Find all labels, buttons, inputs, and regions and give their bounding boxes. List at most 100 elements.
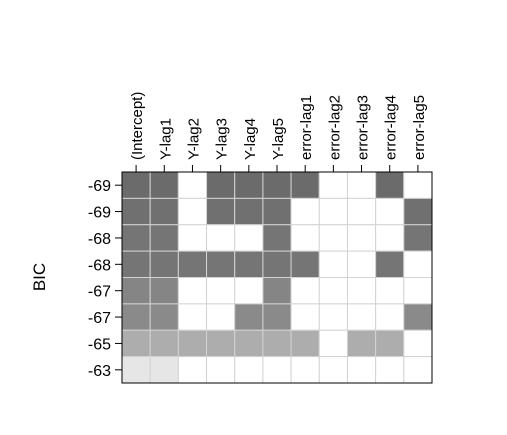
heatmap-cell bbox=[149, 356, 179, 384]
heatmap-cell bbox=[262, 224, 292, 252]
heatmap-cell bbox=[346, 329, 377, 358]
heatmap-cell bbox=[375, 329, 405, 358]
x-tick-label: Y-lag5 bbox=[270, 118, 287, 160]
heatmap-cell bbox=[346, 224, 377, 252]
heatmap-cell bbox=[346, 171, 377, 199]
heatmap-cell bbox=[290, 303, 320, 331]
heatmap-cell bbox=[346, 277, 377, 305]
y-tick-label: -69 bbox=[88, 178, 111, 195]
heatmap-cell bbox=[121, 224, 151, 252]
heatmap-cell bbox=[290, 171, 320, 199]
heatmap-cell bbox=[403, 197, 433, 226]
heatmap-cell bbox=[375, 277, 405, 305]
heatmap-cell bbox=[290, 329, 320, 358]
x-tick-label: (Intercept) bbox=[129, 92, 146, 160]
heatmap-cell bbox=[149, 224, 179, 252]
heatmap-cell bbox=[403, 329, 433, 358]
x-tick-label: error-lag1 bbox=[298, 95, 315, 160]
heatmap-cell bbox=[262, 329, 292, 358]
heatmap-cell bbox=[375, 356, 405, 384]
plot-frame bbox=[121, 171, 433, 384]
x-tick-label: error-lag2 bbox=[326, 95, 343, 160]
heatmap-cell bbox=[149, 171, 179, 199]
heatmap-cell bbox=[121, 171, 151, 199]
heatmap-cell bbox=[121, 197, 151, 226]
heatmap-cell bbox=[234, 329, 264, 358]
heatmap-cell bbox=[403, 250, 433, 278]
heatmap-cell bbox=[375, 303, 405, 331]
heatmap-cell bbox=[403, 356, 433, 384]
heatmap-cell bbox=[206, 356, 236, 384]
heatmap-cell bbox=[234, 303, 264, 331]
heatmap-cell bbox=[290, 250, 320, 278]
heatmap-cell bbox=[318, 197, 348, 226]
heatmap-cell bbox=[234, 171, 264, 199]
heatmap-cell bbox=[318, 171, 348, 199]
heatmap-cell bbox=[206, 250, 236, 278]
heatmap-cell bbox=[177, 197, 208, 226]
heatmap-cell bbox=[206, 224, 236, 252]
y-tick-label: -67 bbox=[88, 310, 111, 327]
heatmap-cell bbox=[149, 250, 179, 278]
heatmap-cell bbox=[121, 277, 151, 305]
heatmap-cell bbox=[318, 329, 348, 358]
heatmap-cell bbox=[149, 197, 179, 226]
y-axis: -69 -69 -68 -68 -67 -67 -65 -63 bbox=[88, 178, 122, 380]
heatmap-cell bbox=[234, 277, 264, 305]
heatmap-cell bbox=[177, 329, 208, 358]
heatmap-cell bbox=[262, 303, 292, 331]
heatmap-cell bbox=[149, 277, 179, 305]
heatmap-cell bbox=[262, 277, 292, 305]
heatmap-cell bbox=[346, 303, 377, 331]
heatmap-cell bbox=[206, 329, 236, 358]
y-tick-label: -65 bbox=[88, 336, 111, 353]
y-axis-title: BIC bbox=[30, 263, 49, 291]
heatmap-cell bbox=[403, 171, 433, 199]
heatmap-cell bbox=[262, 171, 292, 199]
heatmap-cell bbox=[262, 197, 292, 226]
y-tick-label: -69 bbox=[88, 205, 111, 222]
heatmap-cell bbox=[375, 197, 405, 226]
x-tick-label: error-lag4 bbox=[383, 95, 400, 160]
heatmap-cell bbox=[262, 250, 292, 278]
heatmap-cell bbox=[121, 356, 151, 384]
heatmap-cell bbox=[177, 277, 208, 305]
heatmap-cell bbox=[290, 356, 320, 384]
heatmap-cell bbox=[318, 224, 348, 252]
heatmap-cell bbox=[346, 197, 377, 226]
heatmap-cell bbox=[149, 303, 179, 331]
heatmap-cell bbox=[262, 356, 292, 384]
heatmap-cell bbox=[290, 277, 320, 305]
x-axis: (Intercept) Y-lag1 Y-lag2 Y-lag3 Y-lag4 Y-lag… bbox=[129, 92, 428, 172]
x-tick-label: error-lag5 bbox=[411, 95, 428, 160]
heatmap-cell bbox=[234, 197, 264, 226]
x-tick-label: Y-lag4 bbox=[242, 118, 259, 160]
heatmap-cell bbox=[206, 171, 236, 199]
heatmap-cell bbox=[121, 303, 151, 331]
heatmap-cell bbox=[177, 224, 208, 252]
heatmap-cell bbox=[234, 250, 264, 278]
heatmap-cell bbox=[290, 197, 320, 226]
heatmap-cell bbox=[375, 250, 405, 278]
heatmap-cell bbox=[318, 303, 348, 331]
x-tick-label: Y-lag3 bbox=[214, 118, 231, 160]
heatmap-cell bbox=[149, 329, 179, 358]
heatmap-cell bbox=[318, 250, 348, 278]
heatmap-cell bbox=[403, 303, 433, 331]
y-tick-label: -67 bbox=[88, 284, 111, 301]
heatmap-cell bbox=[177, 303, 208, 331]
y-tick-label: -68 bbox=[88, 257, 111, 274]
heatmap-cell bbox=[206, 303, 236, 331]
heatmap-cell bbox=[375, 171, 405, 199]
heatmap-cell bbox=[206, 277, 236, 305]
x-tick-label: Y-lag1 bbox=[157, 118, 174, 160]
heatmap-cell bbox=[290, 224, 320, 252]
heatmap-cell bbox=[206, 197, 236, 226]
heatmap-cell bbox=[346, 250, 377, 278]
y-tick-label: -63 bbox=[88, 363, 111, 380]
y-tick-label: -68 bbox=[88, 231, 111, 248]
x-tick-label: Y-lag2 bbox=[185, 118, 202, 160]
heatmap-cell bbox=[346, 356, 377, 384]
heatmap-cell bbox=[177, 250, 208, 278]
